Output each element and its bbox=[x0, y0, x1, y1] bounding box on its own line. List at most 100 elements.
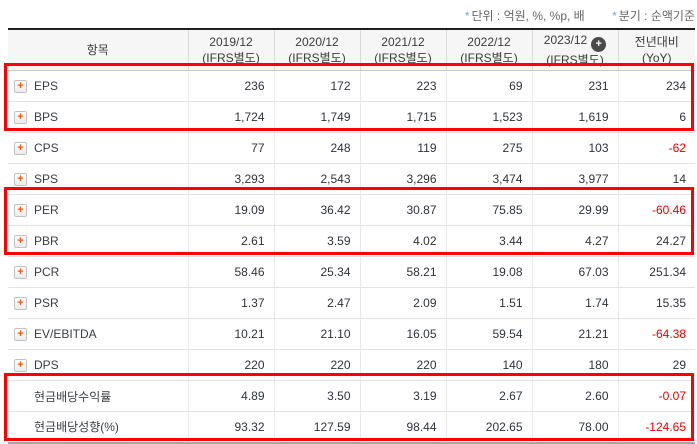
value-cell: 2.47 bbox=[273, 287, 360, 319]
expand-row-icon[interactable]: + bbox=[14, 79, 27, 93]
row-label-cell: + EPS bbox=[8, 70, 188, 102]
expand-all-columns-icon[interactable]: + bbox=[591, 37, 607, 52]
expand-row-icon[interactable]: + bbox=[14, 234, 27, 248]
expand-row-icon[interactable]: + bbox=[14, 265, 27, 279]
value-cell: 36.42 bbox=[273, 194, 360, 226]
expand-row-icon[interactable]: + bbox=[14, 358, 27, 372]
row-label-cell: 현금배당수익률 bbox=[8, 380, 188, 412]
asterisk-icon: * bbox=[612, 9, 617, 23]
row-label-cell: + PER bbox=[8, 194, 188, 226]
value-cell: 275 bbox=[445, 132, 532, 164]
value-cell: 2.60 bbox=[531, 380, 618, 412]
column-header-2021-12: 2021/12 (IFRS별도) bbox=[359, 29, 446, 71]
row-label-cell: + SPS bbox=[8, 163, 188, 195]
row-label-cell: + PSR bbox=[8, 287, 188, 319]
value-cell: 3.44 bbox=[445, 225, 532, 257]
value-cell: 10.21 bbox=[187, 318, 274, 350]
standard-label: (IFRS별도) bbox=[374, 51, 432, 65]
value-cell: 25.34 bbox=[273, 256, 360, 288]
value-cell: 98.44 bbox=[359, 411, 446, 443]
column-header-item: 항목 bbox=[8, 29, 188, 71]
financial-ratios-table: 항목 2019/12 (IFRS별도) 2020/12 (IFRS별도) 202… bbox=[8, 28, 695, 444]
row-label: 현금배당수익률 bbox=[34, 389, 112, 404]
value-cell: 140 bbox=[445, 349, 532, 381]
row-label: BPS bbox=[34, 110, 59, 124]
value-cell: 3,293 bbox=[187, 163, 274, 195]
yoy-value-cell: 15.35 bbox=[617, 287, 695, 319]
expand-row-icon[interactable]: + bbox=[14, 141, 27, 155]
column-header-2022-12: 2022/12 (IFRS별도) bbox=[445, 29, 532, 71]
value-cell: 1.74 bbox=[531, 287, 618, 319]
value-cell: 3,296 bbox=[359, 163, 446, 195]
standard-label: (IFRS별도) bbox=[546, 53, 604, 67]
row-label-cell: + EV/EBITDA bbox=[8, 318, 188, 350]
period-label: 2023/12 bbox=[543, 33, 588, 47]
value-cell: 248 bbox=[273, 132, 360, 164]
value-cell: 172 bbox=[273, 70, 360, 102]
expand-row-icon[interactable]: + bbox=[14, 296, 27, 310]
value-cell: 19.09 bbox=[187, 194, 274, 226]
value-cell: 78.00 bbox=[531, 411, 618, 443]
table-row: + PBR 2.61 3.59 4.02 3.44 4.27 24.27 bbox=[8, 225, 695, 257]
row-label: PBR bbox=[34, 234, 59, 248]
value-cell: 19.08 bbox=[445, 256, 532, 288]
yoy-value-cell: -62 bbox=[617, 132, 695, 164]
standard-label: (IFRS별도) bbox=[460, 51, 518, 65]
yoy-value-cell: -124.65 bbox=[617, 411, 695, 443]
period-label: 2020/12 bbox=[295, 35, 339, 49]
row-label: CPS bbox=[34, 141, 59, 155]
unit-note: * 단위 : 억원, %, %p, 배 bbox=[465, 9, 585, 23]
yoy-value-cell: -60.46 bbox=[617, 194, 695, 226]
basis-note: * 분기 : 순액기준 bbox=[612, 9, 695, 23]
value-cell: 236 bbox=[187, 70, 274, 102]
value-cell: 220 bbox=[273, 349, 360, 381]
row-label-cell: + PCR bbox=[8, 256, 188, 288]
value-cell: 1.51 bbox=[445, 287, 532, 319]
row-label: PCR bbox=[34, 265, 60, 279]
value-cell: 16.05 bbox=[359, 318, 446, 350]
table-row: + EPS 236 172 223 69 231 234 bbox=[8, 70, 695, 102]
yoy-value-cell: 234 bbox=[617, 70, 695, 102]
row-label: DPS bbox=[34, 358, 59, 372]
value-cell: 1,749 bbox=[273, 101, 360, 133]
value-cell: 2,543 bbox=[273, 163, 360, 195]
value-cell: 93.32 bbox=[187, 411, 274, 443]
period-label: 2019/12 bbox=[209, 35, 253, 49]
row-label-cell: + CPS bbox=[8, 132, 188, 164]
value-cell: 77 bbox=[187, 132, 274, 164]
value-cell: 21.10 bbox=[273, 318, 360, 350]
value-cell: 127.59 bbox=[273, 411, 360, 443]
value-cell: 3,474 bbox=[445, 163, 532, 195]
expand-row-icon[interactable]: + bbox=[14, 172, 27, 186]
value-cell: 1,715 bbox=[359, 101, 446, 133]
row-label: PSR bbox=[34, 296, 59, 310]
yoy-value-cell: 14 bbox=[617, 163, 695, 195]
value-cell: 1,619 bbox=[531, 101, 618, 133]
column-header-2019-12: 2019/12 (IFRS별도) bbox=[187, 29, 274, 71]
expand-row-icon[interactable]: + bbox=[14, 203, 27, 217]
table-row: + DPS 220 220 220 140 180 29 bbox=[8, 349, 695, 381]
value-cell: 3.59 bbox=[273, 225, 360, 257]
value-cell: 1.37 bbox=[187, 287, 274, 319]
value-cell: 4.27 bbox=[531, 225, 618, 257]
value-cell: 58.46 bbox=[187, 256, 274, 288]
row-label: 현금배당성향(%) bbox=[34, 420, 119, 435]
value-cell: 58.21 bbox=[359, 256, 446, 288]
expand-row-icon[interactable]: + bbox=[14, 110, 27, 124]
table-row: 현금배당성향(%) 93.32 127.59 98.44 202.65 78.00 -124… bbox=[8, 411, 695, 443]
value-cell: 3.19 bbox=[359, 380, 446, 412]
yoy-value-cell: -0.07 bbox=[617, 380, 695, 412]
table-row: + BPS 1,724 1,749 1,715 1,523 1,619 6 bbox=[8, 101, 695, 133]
yoy-value-cell: -64.38 bbox=[617, 318, 695, 350]
value-cell: 75.85 bbox=[445, 194, 532, 226]
standard-label: (IFRS별도) bbox=[202, 51, 260, 65]
yoy-value-cell: 29 bbox=[617, 349, 695, 381]
row-label-cell: + BPS bbox=[8, 101, 188, 133]
row-label-cell: 현금배당성향(%) bbox=[8, 411, 188, 443]
table-row: + PER 19.09 36.42 30.87 75.85 29.99 -60.46 bbox=[8, 194, 695, 226]
expand-row-icon[interactable]: + bbox=[14, 327, 27, 341]
unit-notes: * 단위 : 억원, %, %p, 배 * 분기 : 순액기준 bbox=[441, 7, 695, 24]
value-cell: 2.67 bbox=[445, 380, 532, 412]
value-cell: 2.09 bbox=[359, 287, 446, 319]
yoy-value-cell: 6 bbox=[617, 101, 695, 133]
